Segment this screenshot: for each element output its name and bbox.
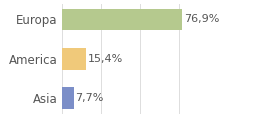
- Text: 15,4%: 15,4%: [88, 54, 123, 64]
- Text: 7,7%: 7,7%: [76, 93, 104, 103]
- Bar: [62, 9, 182, 30]
- Bar: [62, 87, 74, 109]
- Text: 76,9%: 76,9%: [184, 14, 220, 24]
- Bar: [62, 48, 86, 70]
